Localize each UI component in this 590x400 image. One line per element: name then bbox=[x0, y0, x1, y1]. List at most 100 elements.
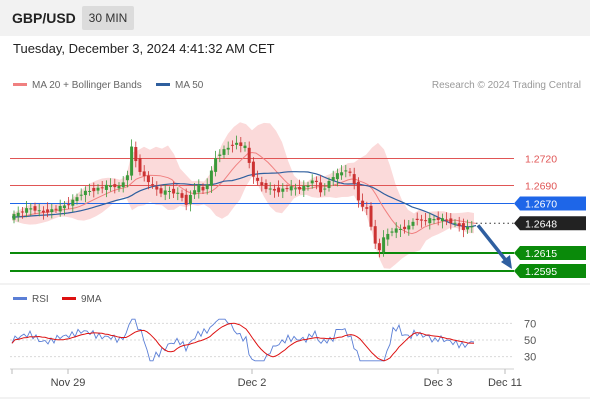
candle-body bbox=[184, 194, 188, 205]
candle-body bbox=[125, 175, 129, 181]
level-tag-1: 1.2690 bbox=[525, 181, 557, 193]
top-bar: GBP/USD 30 MIN bbox=[0, 0, 590, 36]
candle-body bbox=[25, 208, 29, 213]
credit-text: Research © 2024 Trading Central bbox=[431, 80, 581, 91]
candle-body bbox=[449, 218, 453, 224]
candle-body bbox=[83, 190, 87, 196]
candle-body bbox=[453, 222, 457, 224]
ma50-line bbox=[12, 171, 477, 228]
candle-body bbox=[193, 190, 197, 195]
candle-body bbox=[214, 158, 218, 172]
candle-body bbox=[247, 147, 251, 163]
candle-body bbox=[180, 193, 184, 198]
rsi-swatch bbox=[13, 297, 27, 300]
candle-body bbox=[54, 208, 58, 210]
level-tag-0: 1.2720 bbox=[525, 154, 557, 166]
candle-body bbox=[293, 188, 297, 190]
candle-body bbox=[415, 218, 419, 220]
candle-body bbox=[277, 187, 281, 193]
level-tag-4-bg bbox=[514, 264, 586, 278]
candle-body bbox=[298, 187, 302, 190]
candle-body bbox=[457, 223, 461, 227]
candle-body bbox=[390, 231, 394, 233]
current-price-tag-bg bbox=[514, 216, 586, 231]
candle-body bbox=[394, 228, 398, 233]
timeframe-button[interactable]: 30 MIN bbox=[82, 6, 134, 30]
candle-body bbox=[41, 210, 45, 213]
level-tag-0-text: 1.2720 bbox=[525, 154, 557, 166]
level-tag-3-bg bbox=[514, 246, 586, 260]
candle-body bbox=[75, 197, 79, 201]
candle-body bbox=[218, 154, 222, 156]
symbol-label: GBP/USD bbox=[12, 10, 76, 26]
candle-body bbox=[424, 220, 428, 222]
legend-ma20-label: MA 20 + Bollinger Bands bbox=[32, 80, 142, 91]
candle-body bbox=[256, 177, 260, 181]
candle-body bbox=[306, 185, 310, 188]
candle-body bbox=[432, 219, 436, 221]
candle-body bbox=[382, 237, 386, 253]
candle-body bbox=[264, 183, 268, 190]
candle-body bbox=[428, 218, 432, 224]
candle-body bbox=[29, 208, 33, 210]
ma20-line bbox=[11, 151, 477, 235]
candle-body bbox=[117, 185, 121, 189]
candle-body bbox=[352, 174, 356, 184]
bollinger-band bbox=[12, 122, 474, 269]
candle-body bbox=[361, 200, 365, 207]
level-tag-1-text: 1.2690 bbox=[525, 181, 557, 193]
candle-body bbox=[243, 145, 247, 149]
candle-body bbox=[314, 180, 318, 183]
candle-body bbox=[403, 226, 407, 230]
candle-body bbox=[226, 147, 230, 150]
candle-body bbox=[327, 180, 331, 189]
candle-body bbox=[285, 188, 289, 190]
candle-body bbox=[319, 182, 323, 193]
candle-body bbox=[138, 158, 142, 172]
candle-body bbox=[16, 212, 20, 217]
candle-body bbox=[134, 146, 138, 162]
candle-body bbox=[373, 226, 377, 244]
candle-body bbox=[100, 187, 104, 189]
candle-body bbox=[340, 172, 344, 176]
candle-body bbox=[411, 221, 415, 226]
level-tag-3-text: 1.2615 bbox=[525, 248, 557, 260]
x-tick-label-0: Nov 29 bbox=[51, 377, 86, 389]
candle-body bbox=[260, 182, 264, 186]
candle-body bbox=[272, 188, 276, 191]
candle-body bbox=[335, 173, 339, 180]
candle-body bbox=[46, 209, 50, 213]
level-tag-4-text: 1.2595 bbox=[525, 266, 557, 278]
candle-body bbox=[365, 207, 369, 209]
candle-body bbox=[197, 184, 201, 193]
candle-body bbox=[130, 146, 134, 176]
candle-body bbox=[222, 149, 226, 155]
rsi-line bbox=[11, 318, 475, 362]
candle-body bbox=[398, 228, 402, 230]
candle-body bbox=[205, 184, 209, 190]
level-tag-2: 1.2670 bbox=[514, 196, 586, 211]
candle-body bbox=[331, 177, 335, 181]
chart-datetime: Tuesday, December 3, 2024 4:41:32 AM CET bbox=[13, 41, 275, 56]
candle-body bbox=[470, 226, 474, 228]
candle-body bbox=[113, 184, 117, 188]
forecast-arrow-shaft bbox=[476, 224, 510, 265]
candle-body bbox=[121, 182, 125, 188]
candle-body bbox=[142, 171, 146, 177]
candle-body bbox=[440, 218, 444, 222]
level-tag-4: 1.2595 bbox=[514, 264, 586, 278]
candle-body bbox=[71, 199, 75, 206]
rsi-legend-label: RSI bbox=[32, 294, 49, 305]
candle-body bbox=[96, 187, 100, 191]
current-price-tag-text: 1.2648 bbox=[525, 218, 557, 230]
candle-body bbox=[348, 171, 352, 173]
candle-body bbox=[419, 219, 423, 221]
candle-body bbox=[163, 190, 167, 195]
candle-body bbox=[58, 205, 62, 212]
ma20-swatch bbox=[13, 82, 27, 86]
candle-body bbox=[159, 188, 163, 194]
candle-body bbox=[436, 217, 440, 220]
legend-ma20-bb: MA 20 + Bollinger Bands bbox=[13, 80, 142, 91]
level-tag-3: 1.2615 bbox=[514, 246, 586, 260]
